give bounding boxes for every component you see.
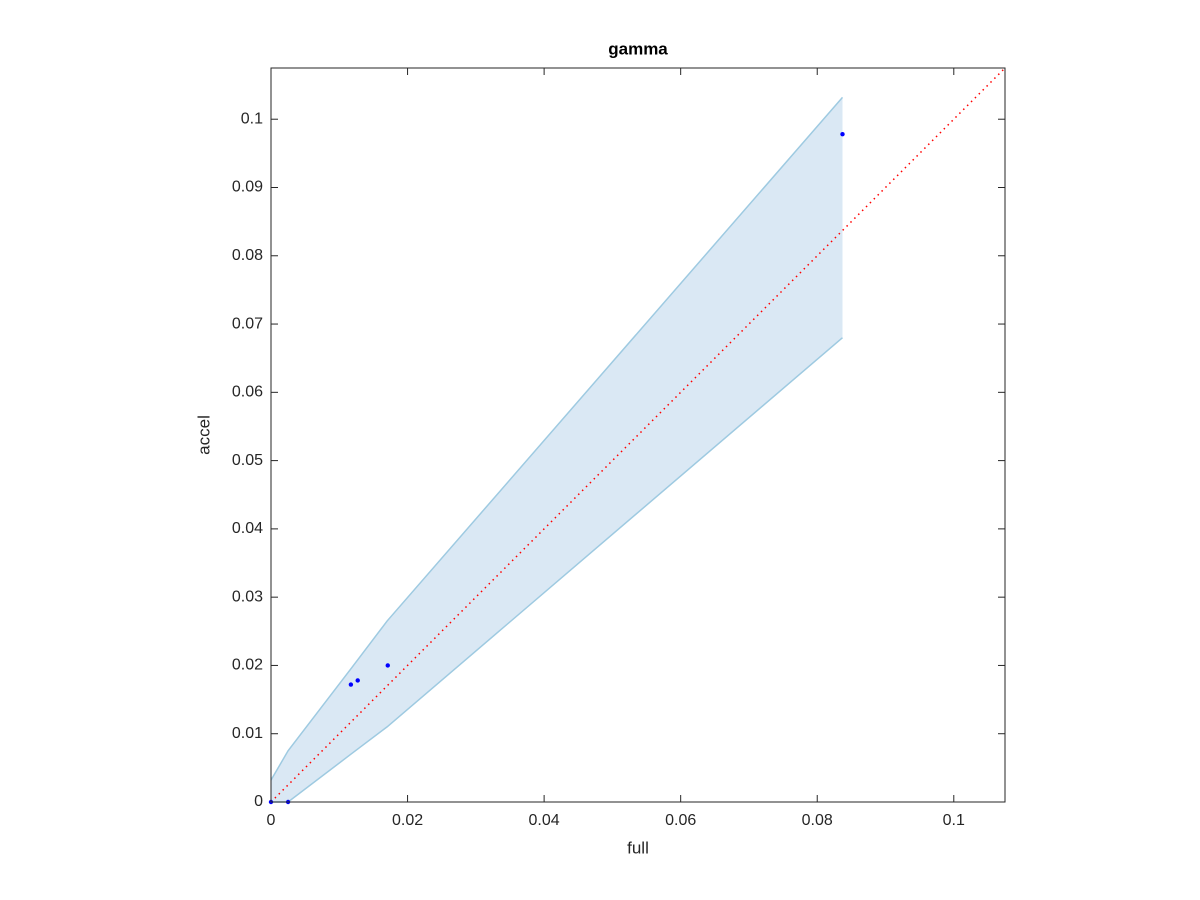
y-tick-label: 0.01 <box>232 725 263 742</box>
y-tick-label: 0.05 <box>232 452 263 469</box>
x-tick-label: 0.1 <box>943 812 965 829</box>
data-point <box>355 678 360 683</box>
x-tick-label: 0.02 <box>392 812 423 829</box>
confidence-band <box>271 97 843 803</box>
x-axis-label: full <box>627 838 649 857</box>
chart-title: gamma <box>608 39 668 58</box>
y-axis-label: accel <box>194 415 213 455</box>
plot-frame <box>270 67 1006 803</box>
x-tick-label: 0.06 <box>665 812 696 829</box>
x-tick-label: 0.08 <box>802 812 833 829</box>
y-tick-label: 0.06 <box>232 384 263 401</box>
y-tick-label: 0.1 <box>241 110 263 127</box>
x-tick-label: 0 <box>267 812 276 829</box>
y-tick-label: 0 <box>254 793 263 810</box>
x-tick-label: 0.04 <box>529 812 560 829</box>
y-tick-label: 0.02 <box>232 657 263 674</box>
data-point <box>385 663 390 668</box>
y-tick-label: 0.07 <box>232 315 263 332</box>
y-tick-label: 0.09 <box>232 179 263 196</box>
y-tick-label: 0.08 <box>232 247 263 264</box>
band-upper-edge <box>270 96 844 781</box>
y-tick-label: 0.04 <box>232 520 263 537</box>
y-tick-label: 0.03 <box>232 588 263 605</box>
data-point <box>348 682 354 687</box>
data-point <box>840 132 845 137</box>
